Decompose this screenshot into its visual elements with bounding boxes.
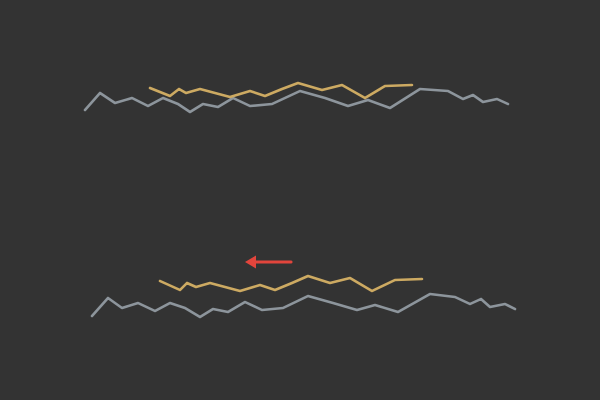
bottom-panel (90, 274, 517, 319)
bottom-shifted-line (158, 274, 424, 293)
bottom-reference-line (90, 292, 517, 319)
top-shifted-line (148, 81, 414, 100)
shift-arrow-icon (245, 255, 293, 269)
arrow-head (245, 255, 256, 269)
top-reference-line (83, 87, 510, 114)
top-panel (83, 81, 510, 114)
